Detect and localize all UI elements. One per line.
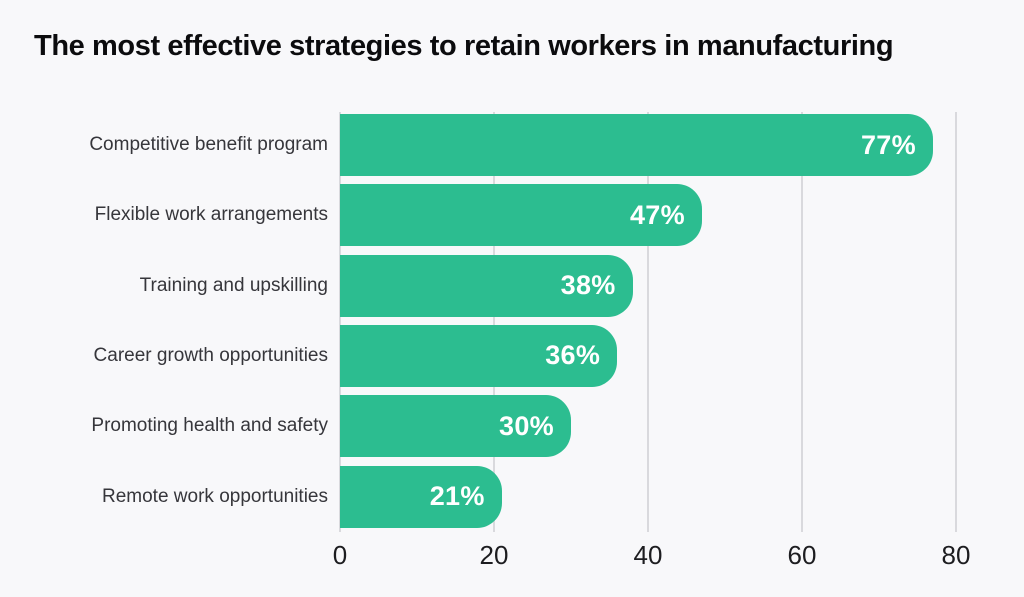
category-label: Competitive benefit program — [89, 134, 328, 155]
gridline-x-20 — [493, 112, 495, 532]
x-axis-tick-label: 60 — [787, 540, 817, 570]
x-axis-tick-label: 0 — [332, 540, 348, 570]
bar: 47% — [340, 184, 702, 247]
bar-value-label: 30% — [499, 410, 554, 441]
gridline-x-0 — [339, 112, 341, 532]
chart-title: The most effective strategies to retain … — [34, 30, 894, 62]
x-axis-tick-label: 40 — [633, 540, 663, 570]
gridline-x-80 — [955, 112, 957, 532]
bar-value-label: 38% — [560, 270, 616, 301]
bar-value-label: 77% — [860, 129, 916, 160]
bar: 38% — [340, 254, 633, 317]
gridline-x-40 — [647, 112, 649, 532]
x-axis-tick-label: 80 — [941, 540, 971, 570]
bar: 21% — [340, 465, 502, 528]
bar-value-label: 36% — [545, 340, 601, 371]
category-label: Flexible work arrangements — [94, 204, 328, 226]
bar: 36% — [340, 324, 618, 387]
category-label: Remote work opportunities — [102, 485, 328, 507]
bar-value-label: 47% — [629, 199, 685, 230]
category-label: Career growth opportunities — [93, 344, 328, 366]
bar: 77% — [340, 114, 933, 176]
x-axis-tick-label: 20 — [479, 540, 509, 570]
gridline-x-60 — [801, 112, 803, 532]
category-label: Promoting health and safety — [91, 415, 328, 437]
bar: 30% — [340, 395, 571, 458]
category-label: Training and upskilling — [139, 274, 328, 296]
bar-value-label: 21% — [429, 481, 485, 512]
